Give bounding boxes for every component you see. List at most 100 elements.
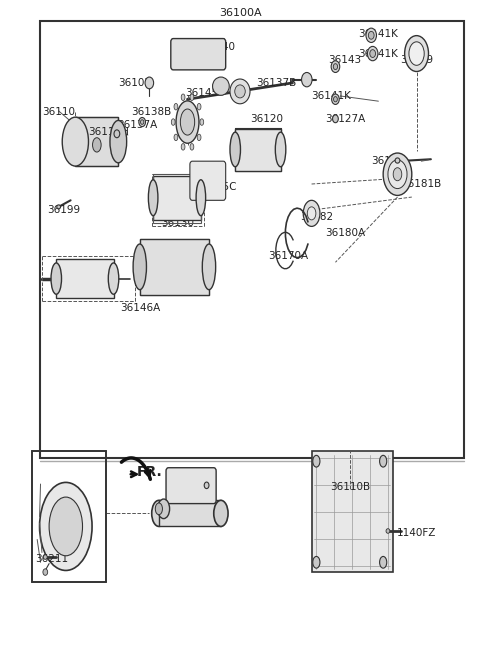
- Text: 36100A: 36100A: [219, 8, 261, 18]
- Ellipse shape: [197, 134, 201, 141]
- Ellipse shape: [39, 482, 92, 571]
- Ellipse shape: [331, 61, 340, 73]
- Ellipse shape: [367, 47, 378, 61]
- Text: 36180A: 36180A: [325, 228, 365, 238]
- Text: 36182: 36182: [300, 212, 333, 221]
- Ellipse shape: [148, 179, 158, 215]
- Text: 36170A: 36170A: [268, 251, 308, 261]
- FancyBboxPatch shape: [75, 117, 118, 166]
- Ellipse shape: [301, 73, 312, 87]
- Text: 36110B: 36110B: [330, 482, 370, 493]
- Ellipse shape: [276, 132, 286, 167]
- Text: 36140: 36140: [202, 42, 235, 52]
- Ellipse shape: [370, 50, 375, 58]
- Text: FR.: FR.: [136, 465, 162, 479]
- Text: 36127A: 36127A: [325, 114, 365, 124]
- Ellipse shape: [333, 64, 337, 69]
- Ellipse shape: [393, 168, 402, 181]
- Text: 36135C: 36135C: [196, 182, 236, 193]
- Ellipse shape: [174, 103, 178, 110]
- Ellipse shape: [313, 455, 320, 467]
- Text: 36181B: 36181B: [401, 179, 442, 189]
- FancyBboxPatch shape: [171, 39, 226, 70]
- Text: 36141K: 36141K: [359, 48, 398, 58]
- Ellipse shape: [334, 97, 337, 102]
- Ellipse shape: [108, 263, 119, 294]
- Ellipse shape: [180, 109, 195, 135]
- Ellipse shape: [43, 555, 47, 559]
- Text: 36102: 36102: [119, 78, 152, 88]
- Ellipse shape: [43, 569, 48, 575]
- Ellipse shape: [110, 121, 127, 163]
- Ellipse shape: [303, 200, 320, 227]
- Text: 36120: 36120: [250, 114, 283, 124]
- Ellipse shape: [409, 42, 424, 66]
- Ellipse shape: [383, 153, 412, 195]
- Ellipse shape: [62, 117, 88, 166]
- Text: 36141K: 36141K: [359, 29, 398, 39]
- Ellipse shape: [139, 117, 145, 126]
- Bar: [159, 500, 221, 527]
- Text: 36146A: 36146A: [120, 303, 160, 313]
- Ellipse shape: [213, 77, 229, 96]
- Text: 36211: 36211: [35, 554, 68, 564]
- Ellipse shape: [196, 179, 205, 215]
- Ellipse shape: [49, 497, 83, 556]
- Ellipse shape: [133, 244, 146, 290]
- Ellipse shape: [152, 500, 166, 527]
- Ellipse shape: [332, 94, 339, 104]
- Bar: [56, 259, 114, 298]
- Text: 36110: 36110: [42, 107, 75, 117]
- Text: 36141K: 36141K: [311, 91, 350, 101]
- Bar: [235, 128, 281, 171]
- Text: 36139: 36139: [400, 55, 433, 65]
- Ellipse shape: [307, 207, 316, 220]
- Bar: [153, 176, 201, 220]
- Ellipse shape: [230, 132, 240, 167]
- Text: 36138B: 36138B: [132, 107, 172, 117]
- Ellipse shape: [200, 119, 204, 125]
- Ellipse shape: [380, 455, 387, 467]
- Ellipse shape: [93, 138, 101, 152]
- Text: 36150: 36150: [168, 274, 202, 284]
- Ellipse shape: [174, 134, 178, 141]
- Text: 36143: 36143: [328, 55, 361, 65]
- Ellipse shape: [181, 94, 185, 100]
- Ellipse shape: [230, 79, 250, 103]
- Ellipse shape: [176, 101, 199, 143]
- Ellipse shape: [366, 28, 376, 43]
- Ellipse shape: [204, 482, 209, 489]
- Ellipse shape: [386, 529, 390, 533]
- Ellipse shape: [395, 158, 400, 163]
- FancyBboxPatch shape: [166, 468, 216, 504]
- Ellipse shape: [156, 503, 162, 515]
- Text: 36137B: 36137B: [256, 78, 296, 88]
- Ellipse shape: [57, 205, 60, 209]
- FancyBboxPatch shape: [312, 451, 393, 572]
- FancyBboxPatch shape: [190, 161, 226, 200]
- Ellipse shape: [171, 119, 175, 125]
- Text: 36199: 36199: [47, 205, 80, 215]
- Ellipse shape: [51, 263, 61, 294]
- Bar: [140, 240, 209, 295]
- Text: 1140FZ: 1140FZ: [397, 528, 436, 538]
- Ellipse shape: [190, 94, 194, 100]
- Ellipse shape: [333, 115, 338, 122]
- Text: 36145: 36145: [185, 88, 218, 98]
- Text: 36183: 36183: [372, 156, 405, 166]
- Ellipse shape: [202, 244, 216, 290]
- Ellipse shape: [405, 35, 429, 71]
- Text: 36112H: 36112H: [88, 127, 129, 137]
- Ellipse shape: [313, 557, 320, 568]
- Ellipse shape: [114, 130, 120, 138]
- Ellipse shape: [235, 85, 245, 98]
- Ellipse shape: [388, 160, 407, 189]
- Ellipse shape: [157, 499, 169, 519]
- Ellipse shape: [214, 500, 228, 527]
- Text: 36131A: 36131A: [151, 192, 191, 202]
- Ellipse shape: [368, 31, 374, 39]
- Ellipse shape: [181, 143, 185, 150]
- Ellipse shape: [145, 77, 154, 89]
- Text: 36137A: 36137A: [117, 121, 157, 130]
- Text: 36130: 36130: [161, 218, 194, 228]
